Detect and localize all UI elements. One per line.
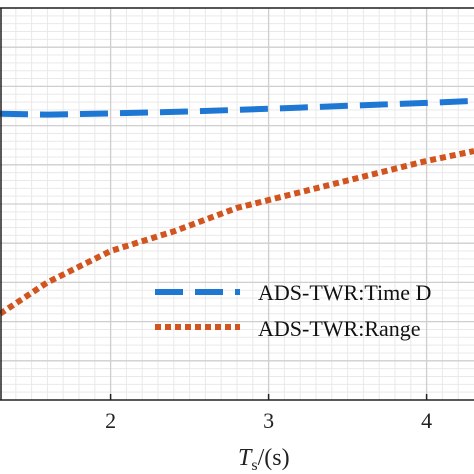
x-axis-label: Ts/(s): [238, 445, 290, 474]
axes: [0, 7, 474, 401]
legend-label-range: ADS-TWR:Range: [258, 316, 421, 341]
series-line-time-d: [0, 97, 474, 118]
x-tick-label: 2: [105, 408, 116, 433]
x-tick-label: 3: [263, 408, 274, 433]
x-ticks: 2 3 4: [105, 394, 432, 433]
x-axis-label-main: T: [238, 445, 253, 471]
legend-label-time-d: ADS-TWR:Time D: [258, 280, 431, 305]
x-axis-label-sub: s: [251, 457, 257, 474]
x-axis-label-unit: /(s): [258, 445, 290, 471]
legend: ADS-TWR:Time D ADS-TWR:Range: [155, 280, 431, 341]
x-tick-label: 4: [421, 408, 432, 433]
series-layer: [0, 97, 474, 317]
series-line-range: [0, 148, 474, 317]
